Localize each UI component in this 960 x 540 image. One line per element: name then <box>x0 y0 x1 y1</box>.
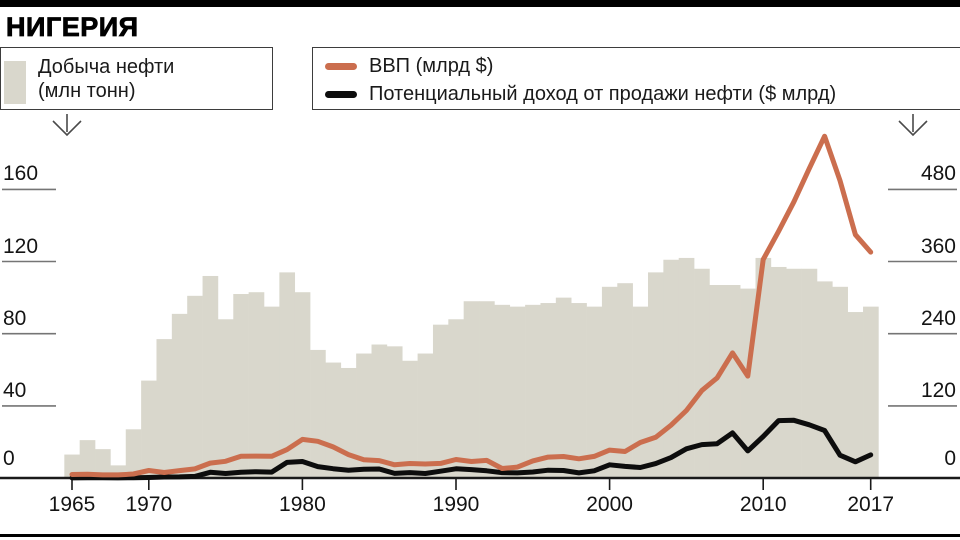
production-bar-1967 <box>95 449 111 478</box>
revenue-line <box>69 417 874 481</box>
y-axis-left-label-40: 40 <box>3 378 27 402</box>
production-bar-1986 <box>386 346 403 478</box>
production-bar-1997 <box>555 297 572 479</box>
production-bar-1985 <box>371 344 388 478</box>
production-bar-1983 <box>340 367 357 478</box>
production-bar-2010 <box>755 257 772 478</box>
production-bar-1995 <box>525 304 541 478</box>
bottom-rule <box>0 534 960 537</box>
production-bar-1981 <box>310 349 326 478</box>
production-swatch <box>4 61 26 104</box>
production-bar-1998 <box>571 303 587 478</box>
production-label-line2: (млн тонн) <box>38 80 136 102</box>
production-bar-2007 <box>709 285 726 478</box>
production-bar-2016 <box>847 312 864 478</box>
y-axis-left-label-80: 80 <box>3 306 27 330</box>
production-bar-2012 <box>786 268 802 478</box>
y-axis-left-label-0: 0 <box>3 447 15 470</box>
production-bar-1994 <box>509 306 526 478</box>
revenue-line-swatch <box>325 90 357 98</box>
axis-down-arrow-icon <box>898 114 928 137</box>
production-bar-1980 <box>294 292 311 478</box>
production-bar-1970 <box>141 380 157 478</box>
production-bar-1987 <box>402 360 418 478</box>
page-title: НИГЕРИЯ <box>6 12 139 43</box>
production-bar-1974 <box>202 275 219 478</box>
production-bar-1977 <box>248 292 265 478</box>
production-bar-2014 <box>816 281 833 478</box>
production-bar-1975 <box>217 319 234 478</box>
production-bar-2002 <box>632 306 649 478</box>
production-bar-2013 <box>801 268 818 478</box>
gdp-line <box>69 133 874 478</box>
production-bar-1991 <box>463 301 480 478</box>
axis-down-arrow-icon <box>52 114 82 137</box>
x-axis-label-1990: 1990 <box>432 493 480 516</box>
production-bar-1993 <box>494 304 511 478</box>
production-bar-1990 <box>448 319 464 478</box>
production-bar-2008 <box>724 285 741 478</box>
production-bar-1982 <box>325 362 342 478</box>
production-bar-2003 <box>648 272 664 478</box>
legend-production-box: Добыча нефти (млн тонн) <box>0 47 273 110</box>
y-axis-right-label-480: 480 <box>920 162 956 186</box>
gdp-line-swatch <box>325 62 357 70</box>
y-axis-left-label-160: 160 <box>3 162 39 186</box>
production-bar-1969 <box>125 429 142 478</box>
production-bar-1996 <box>540 303 557 478</box>
production-bar-1978 <box>264 306 280 478</box>
production-bar-1966 <box>79 440 96 478</box>
gdp-label: ВВП (млрд $) <box>369 54 494 77</box>
revenue-label: Потенциальный доход от продажи нефти ($ … <box>369 82 837 105</box>
production-bar-2015 <box>832 286 848 478</box>
legend-revenue-row: Потенциальный доход от продажи нефти ($ … <box>325 82 837 105</box>
production-bar-1973 <box>187 295 203 478</box>
production-bar-1984 <box>356 353 372 478</box>
x-axis-label-1970: 1970 <box>125 493 173 516</box>
production-bar-2011 <box>770 266 787 478</box>
top-rule <box>0 0 960 7</box>
x-axis-label-1980: 1980 <box>279 493 326 516</box>
y-axis-right-label-0: 0 <box>944 447 956 470</box>
y-axis-right-label-360: 360 <box>920 234 956 258</box>
production-label-line1: Добыча нефти <box>38 56 175 78</box>
x-axis-label-2010: 2010 <box>739 493 787 516</box>
production-bar-1992 <box>479 301 495 478</box>
production-bar-1979 <box>279 272 296 478</box>
x-axis-label-2000: 2000 <box>586 493 633 516</box>
y-axis-right-label-240: 240 <box>920 306 956 330</box>
production-bar-1976 <box>233 294 249 478</box>
legend-gdp-row: ВВП (млрд $) <box>325 54 494 77</box>
x-axis-label-2017: 2017 <box>847 493 895 516</box>
y-axis-right-label-120: 120 <box>920 378 956 402</box>
production-bar-1999 <box>586 306 603 478</box>
production-bar-1989 <box>432 324 449 478</box>
production-bar-2004 <box>663 259 680 478</box>
x-axis-label-1965: 1965 <box>48 493 96 516</box>
production-bar-1971 <box>156 339 173 478</box>
y-axis-left-label-120: 120 <box>3 234 39 258</box>
production-bar-2000 <box>601 286 618 478</box>
production-bar-2005 <box>678 257 695 478</box>
production-label: Добыча нефти (млн тонн) <box>38 55 174 103</box>
production-bar-1988 <box>417 353 434 478</box>
production-bar-1972 <box>171 313 188 478</box>
production-bar-2006 <box>694 268 710 478</box>
production-bar-2001 <box>617 283 633 478</box>
production-bar-2017 <box>863 306 879 478</box>
legend-lines-box: ВВП (млрд $) Потенциальный доход от прод… <box>312 47 960 110</box>
